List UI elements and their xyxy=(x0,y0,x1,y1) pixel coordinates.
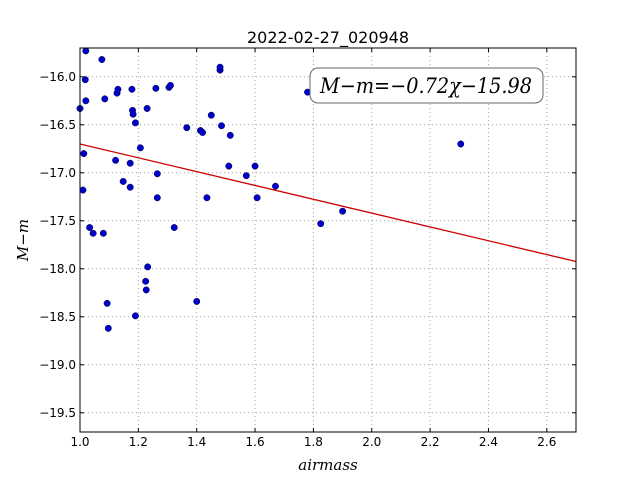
data-point xyxy=(143,105,151,112)
data-point xyxy=(126,159,134,167)
y-axis-label: M−m xyxy=(14,219,32,262)
fit-line-group xyxy=(79,143,577,263)
data-point xyxy=(203,194,211,202)
data-points xyxy=(76,47,465,332)
data-point xyxy=(86,224,94,231)
data-point xyxy=(119,177,127,185)
data-point xyxy=(152,84,160,92)
data-point xyxy=(101,95,109,103)
data-point xyxy=(251,162,259,170)
y-tick-label: −17.0 xyxy=(39,166,76,180)
y-tick-label: −16.0 xyxy=(39,70,76,84)
data-point xyxy=(226,131,234,139)
fit-equation-text: M−m=−0.72χ−15.98 xyxy=(319,74,532,98)
data-point xyxy=(170,224,178,231)
y-tick-label: −19.5 xyxy=(39,406,76,420)
data-point xyxy=(136,144,144,152)
data-point xyxy=(131,119,139,127)
data-point xyxy=(207,111,215,119)
data-point xyxy=(89,229,97,237)
grid xyxy=(79,48,576,432)
data-point xyxy=(103,299,111,307)
x-tick-label: 1.8 xyxy=(304,435,323,449)
data-point xyxy=(142,277,150,285)
data-point xyxy=(193,297,201,305)
data-point xyxy=(104,324,112,332)
data-point xyxy=(339,207,347,215)
y-tick-label: −17.5 xyxy=(39,214,76,228)
x-tick-label: 2.2 xyxy=(421,435,440,449)
data-point xyxy=(131,312,139,320)
x-tick-label: 2.6 xyxy=(537,435,556,449)
fit-line xyxy=(79,143,577,263)
data-point xyxy=(114,85,122,93)
data-point xyxy=(183,124,191,132)
data-point xyxy=(128,85,136,93)
data-point xyxy=(129,110,137,118)
data-point xyxy=(98,56,106,63)
fit-equation-box: M−m=−0.72χ−15.98 xyxy=(309,67,544,104)
data-point xyxy=(153,170,161,178)
data-point xyxy=(99,229,107,237)
data-point xyxy=(199,129,206,136)
data-point xyxy=(144,263,152,271)
x-tick-label: 2.4 xyxy=(479,435,498,449)
y-tick-label: −18.0 xyxy=(39,262,76,276)
data-point xyxy=(253,194,261,202)
data-point xyxy=(82,97,90,105)
data-point xyxy=(79,186,87,194)
data-point xyxy=(218,122,225,130)
x-tick-label: 1.6 xyxy=(246,435,265,449)
data-point xyxy=(80,150,88,158)
data-point xyxy=(317,220,325,228)
data-point xyxy=(166,81,174,89)
data-point xyxy=(112,156,120,164)
x-tick-label: 1.4 xyxy=(187,435,206,449)
data-point xyxy=(142,286,150,294)
ticks: 1.0 1.2 1.4 1.6 1.8 2.0 2.2 2.4 2.6 −16.0 −16.5 −17… xyxy=(39,48,576,449)
data-point xyxy=(272,182,279,190)
x-tick-label: 1.2 xyxy=(129,435,148,449)
data-point xyxy=(216,63,224,71)
x-tick-label: 2.0 xyxy=(362,435,381,449)
x-axis-label: airmass xyxy=(298,456,358,474)
data-point xyxy=(82,47,90,55)
y-tick-label: −19.0 xyxy=(39,358,76,372)
data-point xyxy=(153,194,161,202)
y-tick-label: −16.5 xyxy=(39,118,76,132)
fit-equation-background xyxy=(309,67,544,104)
y-tick-label: −18.5 xyxy=(39,310,76,324)
data-point xyxy=(457,140,465,148)
chart-title: 2022-02-27_020948 xyxy=(247,28,409,48)
data-point xyxy=(81,76,89,84)
data-point xyxy=(242,172,250,180)
data-point xyxy=(126,183,134,191)
data-point xyxy=(225,162,233,170)
x-tick-label: 1.0 xyxy=(70,435,89,449)
plot-frame xyxy=(79,47,577,433)
